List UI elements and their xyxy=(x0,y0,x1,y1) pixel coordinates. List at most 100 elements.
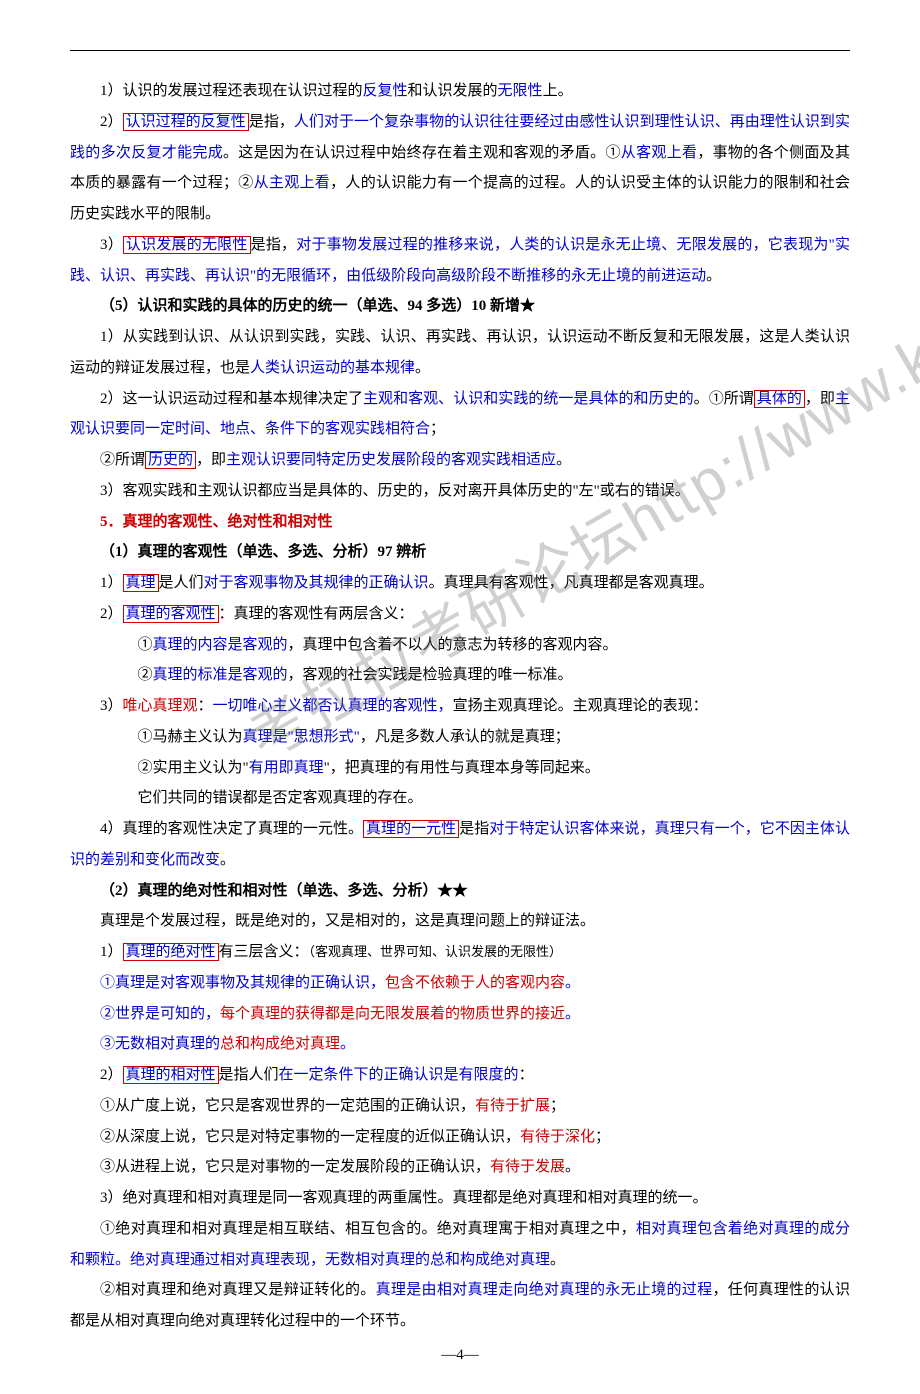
text: 是指人们 xyxy=(219,1067,279,1083)
text-blue: 一切唯心主义都否认真理的客观性， xyxy=(213,698,453,714)
text-blue: 有用即真理 xyxy=(249,760,324,776)
text: 2） xyxy=(100,114,123,130)
paragraph-16: ①马赫主义认为真理是"思想形式"，凡是多数人承认的就是真理； xyxy=(70,722,850,753)
text: ，即 xyxy=(196,452,226,468)
text: 1）从实践到认识、从认识到实践，实践、认识、再实践、再认识，认识运动不断反复和无… xyxy=(70,329,850,376)
text-blue: 人类认识运动的基本规律 xyxy=(250,360,415,376)
text: "，把真理的有用性与真理本身等同起来。 xyxy=(324,760,600,776)
heading-5: （5）认识和实践的具体的历史的统一（单选、94 多选）10 新增★ xyxy=(70,291,850,322)
text: 3） xyxy=(100,698,123,714)
text: 4）真理的客观性决定了真理的一元性。 xyxy=(100,821,363,837)
text: ； xyxy=(550,1098,565,1114)
text: ①马赫主义认为 xyxy=(138,729,243,745)
text-blue: 在一定条件下的正确认识是有限度的 xyxy=(279,1067,519,1083)
paragraph-11: 1）真理是人们对于客观事物及其规律的正确认识。真理具有客观性，凡真理都是客观真理… xyxy=(70,568,850,599)
text-blue: 从主观上看 xyxy=(254,175,331,191)
text-red: 总和构成绝对真理 xyxy=(220,1036,340,1052)
text: 是指， xyxy=(251,237,297,253)
text: ②相对真理和绝对真理又是辩证转化的。 xyxy=(100,1282,376,1298)
paragraph-6: 2）这一认识运动过程和基本规律决定了主观和客观、认识和实践的统一是具体的和历史的… xyxy=(70,384,850,446)
text-blue: 。 xyxy=(340,1036,355,1052)
text: ： xyxy=(519,1067,534,1083)
paragraph-1: 1）认识的发展过程还表现在认识过程的反复性和认识发展的无限性上。 xyxy=(70,76,850,107)
paragraph-12: 2）真理的客观性：真理的客观性有两层含义： xyxy=(70,599,850,630)
text: ②所谓 xyxy=(100,452,145,468)
text: 上。 xyxy=(543,83,573,99)
text: 是人们 xyxy=(159,575,204,591)
text: ； xyxy=(430,421,445,437)
paragraph-18: 它们共同的错误都是否定客观真理的存在。 xyxy=(70,783,850,814)
text: 和认识发展的 xyxy=(408,83,498,99)
text: 有三层含义： xyxy=(219,944,309,960)
boxed-term: 具体的 xyxy=(754,390,805,408)
paragraph-17: ②实用主义认为"有用即真理"，把真理的有用性与真理本身等同起来。 xyxy=(70,753,850,784)
text-blue: 无限性 xyxy=(498,83,543,99)
text-blue: 从客观上看 xyxy=(621,145,698,161)
text: 1） xyxy=(100,575,123,591)
text: ，客观的社会实践是检验真理的唯一标准。 xyxy=(288,667,573,683)
text: 。①所谓 xyxy=(694,391,754,407)
text: 。 xyxy=(220,852,235,868)
text: 。 xyxy=(556,452,571,468)
paragraph-5: 1）从实践到认识、从认识到实践，实践、认识、再实践、再认识，认识运动不断反复和无… xyxy=(70,322,850,384)
text: 1） xyxy=(100,944,123,960)
page-number: —4— xyxy=(70,1347,850,1364)
text: 。 xyxy=(550,1252,565,1268)
text: 3） xyxy=(100,237,123,253)
text: ①从广度上说，它只是客观世界的一定范围的正确认识， xyxy=(100,1098,475,1114)
boxed-term: 认识过程的反复性 xyxy=(123,113,249,131)
paragraph-31: ①绝对真理和相对真理是相互联结、相互包含的。绝对真理寓于相对真理之中，相对真理包… xyxy=(70,1214,850,1276)
paragraph-7: ②所谓历史的，即主观认识要同特定历史发展阶段的客观实践相适应。 xyxy=(70,445,850,476)
boxed-term: 真理的一元性 xyxy=(363,820,459,838)
boxed-term: 历史的 xyxy=(145,451,196,469)
top-rule xyxy=(70,50,850,51)
paragraph-2: 2）认识过程的反复性是指，人们对于一个复杂事物的认识往往要经过由感性认识到理性认… xyxy=(70,107,850,230)
text-red: 有待于扩展 xyxy=(475,1098,550,1114)
paragraph-25: ③无数相对真理的总和构成绝对真理。 xyxy=(70,1029,850,1060)
paragraph-21: 真理是个发展过程，既是绝对的，又是相对的，这是真理问题上的辩证法。 xyxy=(70,906,850,937)
boxed-term: 真理 xyxy=(123,574,159,592)
text: 。真理具有客观性，凡真理都是客观真理。 xyxy=(429,575,714,591)
paragraph-14: ②真理的标准是客观的，客观的社会实践是检验真理的唯一标准。 xyxy=(70,660,850,691)
text: 是指 xyxy=(459,821,489,837)
text: ； xyxy=(595,1129,610,1145)
text-small: （客观真理、世界可知、认识发展的无限性） xyxy=(309,944,563,959)
text-blue: ①真理是对客观事物及其规律的正确认识， xyxy=(100,975,385,991)
boxed-term: 认识发展的无限性 xyxy=(123,236,251,254)
text: 是指， xyxy=(249,114,294,130)
text: 。 xyxy=(565,1159,580,1175)
text: ①绝对真理和相对真理是相互联结、相互包含的。绝对真理寓于相对真理之中， xyxy=(100,1221,636,1237)
paragraph-8: 3）客观实践和主观认识都应当是具体的、历史的，反对离开具体历史的"左"或右的错误… xyxy=(70,476,850,507)
boxed-term: 真理的客观性 xyxy=(123,605,219,623)
text-blue: 真理的内容是客观的 xyxy=(153,637,288,653)
text: ② xyxy=(138,667,153,683)
text: ②从深度上说，它只是对特定事物的一定程度的近似正确认识， xyxy=(100,1129,520,1145)
text-blue: ②世界是可知的， xyxy=(100,1006,220,1022)
document-page: 考拉拉考研论坛http://www.kaolala.net 1）认识的发展过程还… xyxy=(0,0,920,1394)
sub-heading: （1）真理的客观性（单选、多选、分析）97 辨析 xyxy=(70,537,850,568)
paragraph-24: ②世界是可知的，每个真理的获得都是向无限发展着的物质世界的接近。 xyxy=(70,999,850,1030)
text: ： xyxy=(198,698,213,714)
paragraph-27: ①从广度上说，它只是客观世界的一定范围的正确认识，有待于扩展； xyxy=(70,1091,850,1122)
section-heading: 5．真理的客观性、绝对性和相对性 xyxy=(70,507,850,538)
text: ，真理中包含着不以人的意志为转移的客观内容。 xyxy=(288,637,618,653)
text: 。这是因为在认识过程中始终存在着主观和客观的矛盾。① xyxy=(223,145,621,161)
text-red: 有待于深化 xyxy=(520,1129,595,1145)
text-blue: 真理的标准是客观的 xyxy=(153,667,288,683)
text: ，即 xyxy=(805,391,835,407)
text: ：真理的客观性有两层含义： xyxy=(219,606,414,622)
paragraph-29: ③从进程上说，它只是对事物的一定发展阶段的正确认识，有待于发展。 xyxy=(70,1152,850,1183)
text-red: 每个真理的获得都是向无限发展着的物质世界的接近 xyxy=(220,1006,565,1022)
text: ③从进程上说，它只是对事物的一定发展阶段的正确认识， xyxy=(100,1159,490,1175)
text-blue: 反复性 xyxy=(363,83,408,99)
text-red: 有待于发展 xyxy=(490,1159,565,1175)
text: 2） xyxy=(100,606,123,622)
text-blue: 。 xyxy=(565,975,580,991)
text-red: 唯心真理观 xyxy=(123,698,198,714)
text-blue: 主观认识要同特定历史发展阶段的客观实践相适应 xyxy=(226,452,556,468)
text-blue: 对于客观事物及其规律的正确认识 xyxy=(204,575,429,591)
paragraph-22: 1）真理的绝对性有三层含义：（客观真理、世界可知、认识发展的无限性） xyxy=(70,937,850,968)
text-blue: ③无数相对真理的 xyxy=(100,1036,220,1052)
text: ，凡是多数人承认的就是真理； xyxy=(360,729,570,745)
text: 1）认识的发展过程还表现在认识过程的 xyxy=(100,83,363,99)
